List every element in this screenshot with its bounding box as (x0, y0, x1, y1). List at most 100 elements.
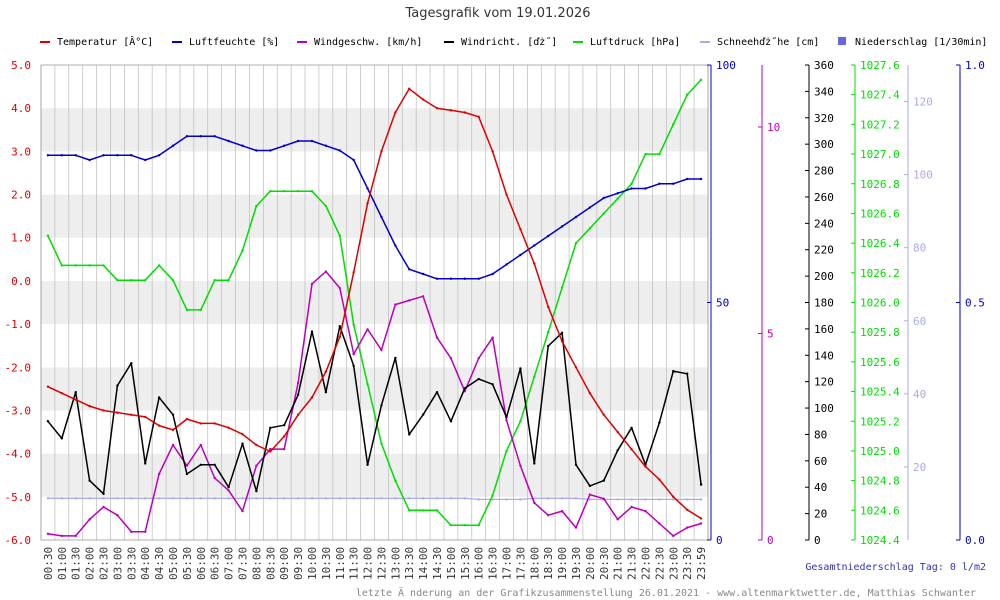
legend-item-wind-direction: Windricht. [ďż˝] (444, 36, 557, 48)
snow-point (421, 497, 425, 500)
x-tick-label: 18:30 (542, 547, 555, 580)
x-tick-label: 21:00 (612, 547, 625, 580)
humidity-point (685, 177, 689, 181)
x-tick-label: 03:00 (111, 547, 124, 580)
humidity-point (338, 149, 341, 152)
humidity-point (269, 149, 272, 152)
x-tick-label: 20:30 (598, 547, 611, 580)
wind-speed-point (574, 526, 578, 529)
wind-speed-point (185, 464, 189, 467)
temperature-point (408, 87, 411, 90)
snow-point (546, 497, 550, 500)
pressure-point (380, 442, 383, 445)
pressure-point (421, 509, 425, 512)
x-tick-label: 17:00 (501, 547, 514, 580)
snow-point (574, 497, 578, 500)
temperature-point (644, 465, 647, 468)
temperature-point (282, 435, 286, 438)
y-tick-label: 1027.2 (860, 118, 900, 131)
x-tick-label: 11:00 (334, 547, 347, 580)
snow-point (408, 497, 411, 500)
pressure-point (560, 286, 564, 289)
humidity-point (227, 139, 230, 143)
temperature-point (116, 411, 119, 414)
wind-speed-point (213, 476, 216, 480)
wind-speed-point (533, 501, 536, 505)
humidity-point (255, 149, 258, 152)
wind-direction-point (199, 463, 203, 466)
y-tick-label: 0.5 (965, 297, 985, 310)
legend-label: Luftfeuchte [%] (189, 37, 279, 48)
temperature-point (630, 448, 633, 451)
y-tick-label: 1.0 (965, 59, 985, 72)
temperature-point (269, 450, 272, 453)
axis-precipitation: 0.0 0.5 1.0 (956, 59, 985, 547)
pressure-point (282, 189, 286, 193)
temperature-point (380, 150, 383, 153)
snow-point (338, 497, 341, 500)
x-tick-label: 20:00 (584, 547, 597, 580)
y-tick-label: 200 (814, 270, 834, 283)
temperature-point (477, 115, 480, 119)
pressure-point (449, 523, 453, 527)
snow-point (74, 497, 77, 500)
pressure-point (338, 234, 341, 237)
wind-direction-point (324, 391, 328, 394)
temperature-point (296, 413, 300, 416)
humidity-point (602, 196, 605, 200)
snow-line (47, 497, 702, 501)
snow-point (658, 498, 661, 501)
snow-point (310, 497, 314, 500)
pressure-point (616, 197, 619, 200)
axis-wind-speed: 0 5 10 (758, 65, 780, 547)
pressure-line (47, 79, 702, 526)
y-tick-label: 0.0 (965, 534, 985, 547)
y-tick-label: 360 (814, 59, 834, 72)
temperature-point (560, 340, 564, 343)
wind-direction-point (685, 372, 689, 375)
snow-point (88, 497, 91, 500)
temperature-point (463, 111, 467, 114)
y-tick-label: 140 (814, 349, 834, 362)
y-tick-label: 5.0 (11, 59, 31, 72)
x-tick-label: 17:30 (514, 547, 527, 580)
wind-direction-point (672, 369, 675, 373)
wind-direction-point (630, 426, 633, 430)
humidity-point (408, 268, 411, 271)
x-tick-label: 10:00 (306, 547, 319, 580)
temperature-point (102, 409, 105, 412)
temperature-point (255, 443, 258, 447)
wind-direction-point (602, 479, 605, 482)
humidity-point (241, 144, 244, 147)
y-tick-label: 1024.6 (860, 504, 900, 517)
pressure-point (310, 189, 314, 193)
humidity-point (699, 177, 703, 181)
y-tick-label: 1025.4 (860, 386, 900, 399)
y-tick-label: 80 (814, 428, 827, 441)
temperature-point (199, 422, 203, 425)
y-tick-label: 40 (913, 388, 926, 401)
y-tick-label: 180 (814, 297, 834, 310)
pressure-point (88, 264, 91, 267)
x-tick-label: 09:00 (278, 547, 291, 580)
temperature-point (672, 495, 675, 499)
y-tick-label: 340 (814, 85, 834, 98)
series-temperature (46, 87, 703, 520)
y-tick-label: 1027.0 (860, 148, 900, 161)
wind-direction-point (338, 325, 341, 328)
pressure-point (366, 382, 369, 386)
y-tick-label: 0 (716, 534, 723, 547)
wind-speed-point (630, 505, 633, 509)
wind-direction-point (213, 463, 216, 466)
wind-speed-point (241, 509, 244, 513)
wind-speed-point (505, 419, 508, 422)
wind-speed-point (74, 534, 77, 538)
legend-label: Schneehďż˝he [cm] (717, 36, 819, 48)
humidity-point (546, 234, 550, 238)
y-tick-label: 2.0 (11, 189, 31, 202)
pressure-point (408, 509, 411, 512)
axis-wind-direction: 0 20 40 60 80 100 120 140 160 180 200 220 240 260 280 3… (805, 59, 834, 547)
y-tick-label: 10 (767, 121, 780, 134)
y-tick-label: 0 (814, 534, 821, 547)
